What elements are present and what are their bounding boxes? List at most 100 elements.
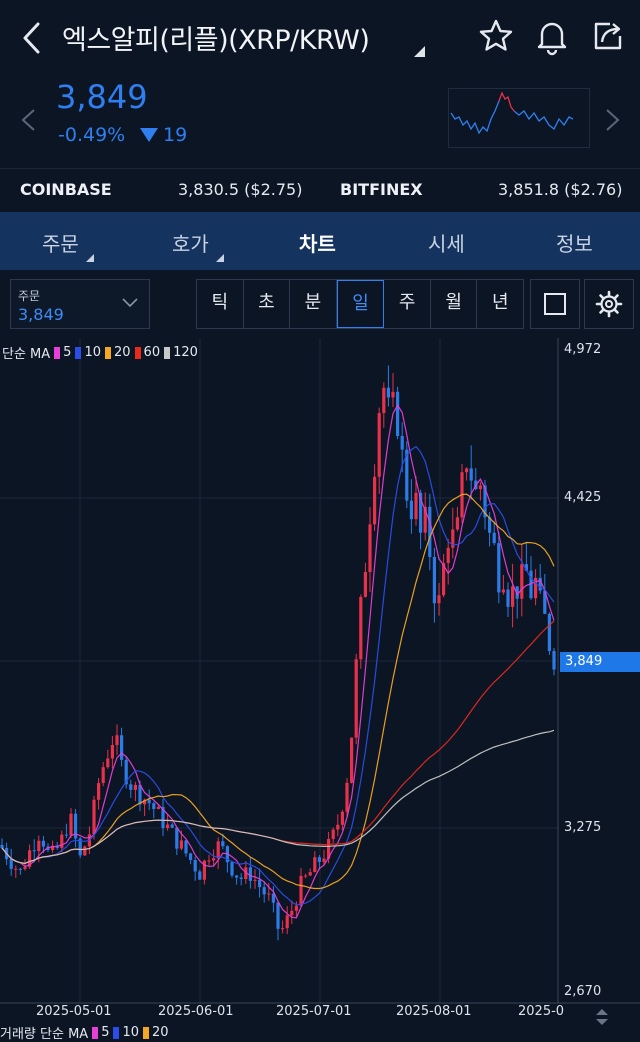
exchange-name-coinbase: COINBASE: [20, 180, 112, 199]
candle-body: [9, 859, 13, 869]
candle-body: [391, 391, 395, 398]
period-year[interactable]: 년: [491, 292, 509, 313]
ma5-label: 5: [63, 345, 72, 360]
candle-body: [147, 799, 151, 804]
ma20-label: 20: [114, 345, 131, 360]
y-tick-label: 2,670: [564, 984, 602, 999]
sparkline-chart[interactable]: [448, 88, 590, 148]
tab-info[interactable]: 정보: [556, 232, 593, 256]
candle-body: [322, 858, 326, 862]
candle-body: [124, 759, 128, 785]
candle-body: [520, 564, 524, 599]
period-minute[interactable]: 분: [290, 280, 337, 328]
candle-body: [511, 586, 515, 607]
star-icon[interactable]: [476, 16, 516, 56]
candle-body: [414, 492, 418, 520]
period-tick[interactable]: 틱: [197, 280, 244, 328]
candle-body: [18, 868, 22, 870]
current-price: 3,849: [56, 78, 148, 116]
candle-body: [524, 564, 528, 571]
bell-icon[interactable]: [532, 16, 572, 56]
candle-body: [152, 803, 156, 809]
candle-body: [290, 910, 294, 916]
prev-arrow-icon[interactable]: [16, 100, 40, 140]
candle-body: [506, 589, 510, 607]
period-month[interactable]: 월: [431, 280, 478, 328]
tab-orderbook[interactable]: 호가: [172, 232, 209, 256]
candle-body: [373, 476, 377, 525]
candle-body: [478, 485, 482, 490]
candle-body: [212, 858, 216, 861]
candle-body: [354, 659, 358, 738]
candle-body: [115, 735, 119, 745]
candle-body: [267, 893, 271, 895]
candle-body: [497, 543, 501, 593]
page-title: 엑스알피(리플)(XRP/KRW): [62, 25, 370, 56]
candle-body: [396, 391, 400, 437]
candle-body: [492, 532, 496, 544]
back-arrow-icon[interactable]: [14, 16, 50, 60]
scroll-handle-icon[interactable]: [594, 1006, 610, 1028]
share-icon[interactable]: [588, 16, 628, 56]
candle-body: [359, 596, 363, 660]
candle-body: [64, 834, 68, 836]
order-price-select[interactable]: [10, 279, 150, 329]
candle-body: [166, 824, 170, 828]
exchange-name-bitfinex: BITFINEX: [340, 180, 423, 199]
period-selector: 틱 초 분 일 주 월 년: [196, 279, 524, 329]
title-dropdown-caret-icon[interactable]: [414, 46, 425, 57]
candle-body: [419, 492, 423, 533]
candle-body: [41, 840, 45, 847]
tab-quotes[interactable]: 시세: [428, 232, 465, 256]
candle-body: [386, 387, 390, 398]
fullscreen-button[interactable]: [530, 279, 580, 329]
exchange-value-bitfinex: 3,851.8 ($2.76): [498, 180, 623, 199]
candle-body: [446, 547, 450, 564]
candle-body: [244, 867, 248, 879]
change-percent: -0.49%: [58, 124, 126, 146]
period-week[interactable]: 주: [384, 280, 431, 328]
candle-body: [138, 784, 142, 805]
price-chart[interactable]: [0, 338, 640, 1033]
candle-body: [0, 844, 4, 848]
candle-body: [543, 590, 547, 614]
settings-button[interactable]: [584, 279, 634, 329]
tab-chart[interactable]: 차트: [299, 232, 336, 256]
candle-body: [193, 859, 197, 872]
ma60-label: 60: [143, 345, 161, 360]
candle-body: [455, 517, 459, 530]
candle-body: [363, 571, 367, 597]
candle-body: [23, 866, 27, 869]
next-arrow-icon[interactable]: [600, 100, 624, 140]
candle-body: [327, 838, 331, 859]
tab-order[interactable]: 주문: [42, 232, 79, 256]
period-day[interactable]: 일: [336, 280, 385, 328]
candle-body: [304, 875, 308, 877]
chevron-down-icon: [121, 294, 139, 308]
y-tick-label: 3,275: [564, 820, 602, 835]
candle-body: [488, 517, 492, 533]
candle-body: [313, 857, 317, 873]
ma60-swatch: [134, 346, 141, 359]
candle-body: [552, 651, 556, 670]
candle-body: [442, 563, 446, 596]
candle-body: [106, 758, 110, 768]
candle-body: [14, 868, 18, 870]
candle-body: [207, 860, 211, 862]
candle-body: [350, 737, 354, 783]
ma10-label: 10: [84, 345, 101, 360]
candle-body: [120, 735, 124, 760]
candle-body: [161, 807, 165, 828]
down-triangle-icon: [140, 128, 158, 142]
candle-body: [143, 799, 147, 805]
candle-body: [60, 834, 64, 848]
candle-body: [258, 879, 262, 888]
candle-body: [336, 824, 340, 830]
period-second[interactable]: 초: [244, 280, 291, 328]
x-tick-label: 2025-0: [518, 1004, 565, 1019]
candle-body: [97, 783, 101, 800]
y-tick-label: 4,972: [564, 342, 602, 357]
ma-legend: 단순 MA 5 10 20 60 120: [2, 343, 198, 362]
candle-body: [345, 782, 349, 812]
candle-body: [331, 829, 335, 839]
